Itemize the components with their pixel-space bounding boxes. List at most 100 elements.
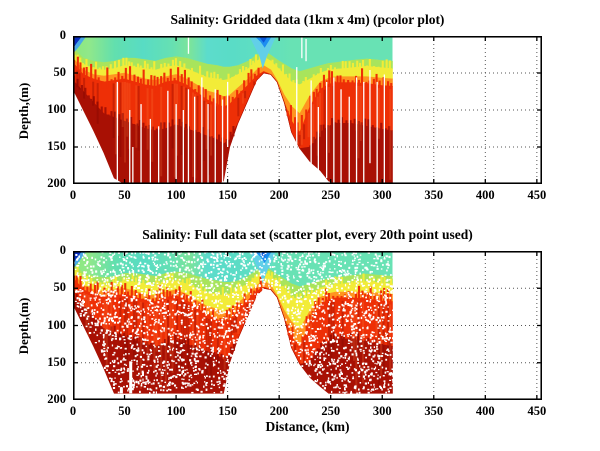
- texture-spike: [275, 63, 278, 71]
- x-tick-label: 200: [269, 404, 289, 418]
- texture-striation: [203, 100, 206, 161]
- texture-spike: [208, 313, 211, 323]
- texture-striation: [87, 295, 90, 336]
- data-gap-stripe: [348, 96, 350, 184]
- texture-spike: [388, 60, 391, 73]
- texture-spike: [376, 297, 379, 307]
- texture-spike: [171, 294, 174, 303]
- texture-spike: [230, 346, 233, 357]
- texture-spike: [195, 72, 198, 78]
- texture-spike: [327, 125, 330, 132]
- texture-spike: [243, 80, 246, 96]
- texture-striation: [298, 134, 301, 146]
- texture-spike: [380, 122, 383, 134]
- texture-spike: [122, 277, 125, 286]
- texture-spike: [121, 113, 124, 125]
- texture-spike: [232, 126, 235, 137]
- texture-spike: [333, 67, 336, 74]
- texture-spike: [173, 77, 176, 88]
- texture-spike: [234, 74, 237, 80]
- texture-spike: [201, 74, 204, 81]
- texture-spike: [146, 63, 149, 74]
- texture-spike: [138, 120, 141, 131]
- texture-spike: [198, 344, 201, 354]
- texture-spike: [136, 123, 139, 131]
- texture-spike: [99, 282, 102, 290]
- texture-spike: [240, 90, 243, 99]
- texture-spike: [196, 288, 199, 294]
- texture-spike: [97, 77, 100, 87]
- texture-spike: [254, 274, 257, 282]
- texture-spike: [303, 290, 306, 302]
- texture-spike: [158, 285, 161, 307]
- texture-spike: [359, 278, 362, 287]
- texture-spike: [87, 95, 90, 102]
- texture-spike: [93, 283, 96, 302]
- texture-spike: [278, 277, 281, 290]
- texture-spike: [337, 119, 340, 128]
- y-tick-label: 0: [59, 243, 66, 257]
- texture-spike: [249, 59, 252, 71]
- texture-spike: [167, 63, 170, 72]
- texture-spike: [185, 295, 188, 308]
- texture-spike: [194, 129, 197, 137]
- texture-spike: [289, 105, 292, 127]
- texture-spike: [178, 286, 181, 304]
- texture-spike: [253, 290, 256, 301]
- texture-spike: [333, 81, 336, 90]
- texture-striation: [83, 293, 86, 308]
- texture-spike: [278, 68, 281, 74]
- y-tick-label: 100: [47, 102, 66, 116]
- texture-spike: [309, 145, 312, 152]
- data-gap-stripe: [227, 81, 229, 147]
- texture-striation: [362, 301, 365, 384]
- texture-striation: [205, 102, 208, 150]
- texture-spike: [377, 278, 380, 288]
- texture-striation: [151, 88, 154, 162]
- texture-spike: [216, 351, 219, 360]
- x-tick-label: 150: [218, 188, 237, 202]
- texture-spike: [125, 57, 128, 71]
- texture-striation: [303, 124, 306, 140]
- texture-striation: [300, 130, 303, 145]
- texture-spike: [327, 293, 330, 307]
- texture-spike: [344, 61, 347, 73]
- x-tick-label: 450: [527, 404, 547, 418]
- left-corner-low-salinity-fringe: [73, 36, 87, 54]
- texture-spike: [152, 342, 155, 351]
- texture-spike: [110, 111, 113, 121]
- texture-striation: [241, 308, 244, 317]
- data-gap-stripe: [333, 77, 335, 184]
- texture-spike: [353, 118, 356, 129]
- texture-spike: [219, 78, 222, 85]
- subplot1-title: Salinity: Gridded data (1km x 4m) (pcolo…: [170, 12, 445, 27]
- texture-striation: [83, 77, 86, 99]
- texture-spike: [147, 79, 150, 92]
- texture-spike: [187, 68, 190, 74]
- texture-spike: [250, 287, 253, 304]
- texture-spike: [198, 302, 201, 317]
- texture-spike: [369, 278, 372, 287]
- texture-spike: [360, 122, 363, 130]
- texture-spike: [232, 343, 235, 351]
- data-gap-stripe: [383, 74, 385, 184]
- band-dark-red: [73, 287, 393, 394]
- texture-striation: [353, 301, 355, 361]
- texture-spike: [118, 114, 121, 124]
- texture-spike: [351, 62, 354, 73]
- texture-striation: [205, 317, 208, 381]
- texture-spike: [366, 279, 369, 287]
- texture-spike: [373, 295, 376, 307]
- texture-striation: [124, 82, 126, 163]
- texture-striation: [135, 85, 138, 148]
- texture-striation: [237, 313, 240, 334]
- texture-spike: [388, 126, 391, 135]
- texture-striation: [160, 86, 163, 177]
- texture-spike: [378, 342, 381, 349]
- texture-spike: [129, 333, 132, 344]
- texture-striation: [307, 112, 310, 138]
- texture-spike: [268, 60, 271, 65]
- texture-striation: [180, 301, 183, 378]
- texture-striation: [121, 82, 124, 127]
- texture-spike: [227, 73, 230, 84]
